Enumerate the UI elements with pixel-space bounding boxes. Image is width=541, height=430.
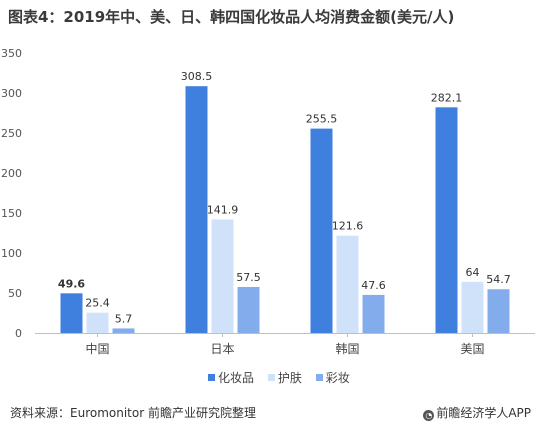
legend-item-series-1: 化妆品 — [208, 369, 254, 386]
legend-label-series-3: 彩妆 — [325, 371, 350, 385]
bar-chart: 0 50 100 150 200 250 300 350 中国 日本 韩国 美国 49.625.4 5… — [1, 47, 535, 356]
bar-value-label: 25.4 — [85, 297, 110, 310]
bar-value-label: 5.7 — [115, 312, 133, 325]
legend-item-series-2: 护肤 — [267, 369, 302, 386]
bar-series-2 — [86, 312, 109, 333]
legend: 化妆品 护肤 彩妆 — [208, 369, 360, 386]
chart-title: 图表4：2019年中、美、日、韩四国化妆品人均消费金额(美元/人) — [8, 8, 455, 26]
bar-value-label: 64 — [466, 266, 480, 279]
bars — [60, 86, 510, 333]
y-tick-label: 100 — [1, 247, 22, 260]
legend-swatch-series-2 — [267, 374, 275, 381]
bar-series-2 — [336, 235, 359, 333]
y-tick-label: 300 — [1, 87, 22, 100]
bar-value-label: 141.9 — [207, 203, 239, 216]
source-note: 资料来源：Euromonitor 前瞻产业研究院整理 — [10, 406, 256, 420]
legend-swatch-series-3 — [315, 374, 323, 381]
legend-label-series-2: 护肤 — [277, 371, 302, 385]
bar-series-2 — [211, 219, 234, 333]
x-tick-label: 日本 — [210, 342, 234, 356]
y-tick-label: 250 — [1, 127, 22, 140]
bar-value-label: 255.5 — [306, 113, 338, 126]
x-axis: 中国 日本 韩国 美国 — [35, 333, 535, 356]
bar-series-1 — [310, 128, 333, 333]
x-tick-label: 韩国 — [335, 341, 359, 356]
bar-series-1 — [185, 86, 208, 333]
bar-value-labels: 49.625.4 5.7 308.5 141.9 57.5 255.5 121.6 47.6 2… — [58, 70, 511, 325]
y-tick-label: 200 — [1, 167, 22, 180]
bar-series-3 — [112, 328, 135, 333]
y-tick-label: 0 — [15, 327, 22, 340]
legend-label-series-1: 化妆品 — [218, 371, 255, 385]
x-tick-label: 美国 — [460, 342, 484, 356]
credit-label: 前瞻经济学人APP — [436, 406, 531, 420]
bar-value-label: 47.6 — [361, 279, 386, 292]
y-tick-label: 150 — [1, 207, 22, 220]
bar-value-label: 282.1 — [431, 91, 463, 104]
bar-value-label: 308.5 — [181, 70, 213, 83]
y-tick-label: 50 — [8, 287, 22, 300]
bar-value-label: 57.5 — [236, 271, 261, 284]
bar-series-1 — [60, 293, 83, 333]
bar-value-label: 49.6 — [58, 277, 85, 290]
bar-value-label: 54.7 — [486, 273, 511, 286]
bar-series-3 — [362, 294, 385, 333]
bar-series-3 — [237, 287, 260, 333]
bar-value-label: 121.6 — [332, 220, 364, 233]
brand-logo-icon: ◔ — [423, 410, 435, 421]
legend-item-series-3: 彩妆 — [315, 369, 350, 386]
x-tick-label: 中国 — [85, 341, 109, 356]
bar-series-3 — [487, 289, 510, 333]
y-tick-label: 350 — [1, 47, 22, 60]
legend-swatch-series-1 — [208, 374, 215, 381]
y-axis: 0 50 100 150 200 250 300 350 — [1, 47, 22, 340]
bar-series-2 — [461, 281, 484, 333]
credit: ◔ 前瞻经济学人APP — [423, 404, 531, 421]
bar-series-1 — [435, 107, 458, 333]
